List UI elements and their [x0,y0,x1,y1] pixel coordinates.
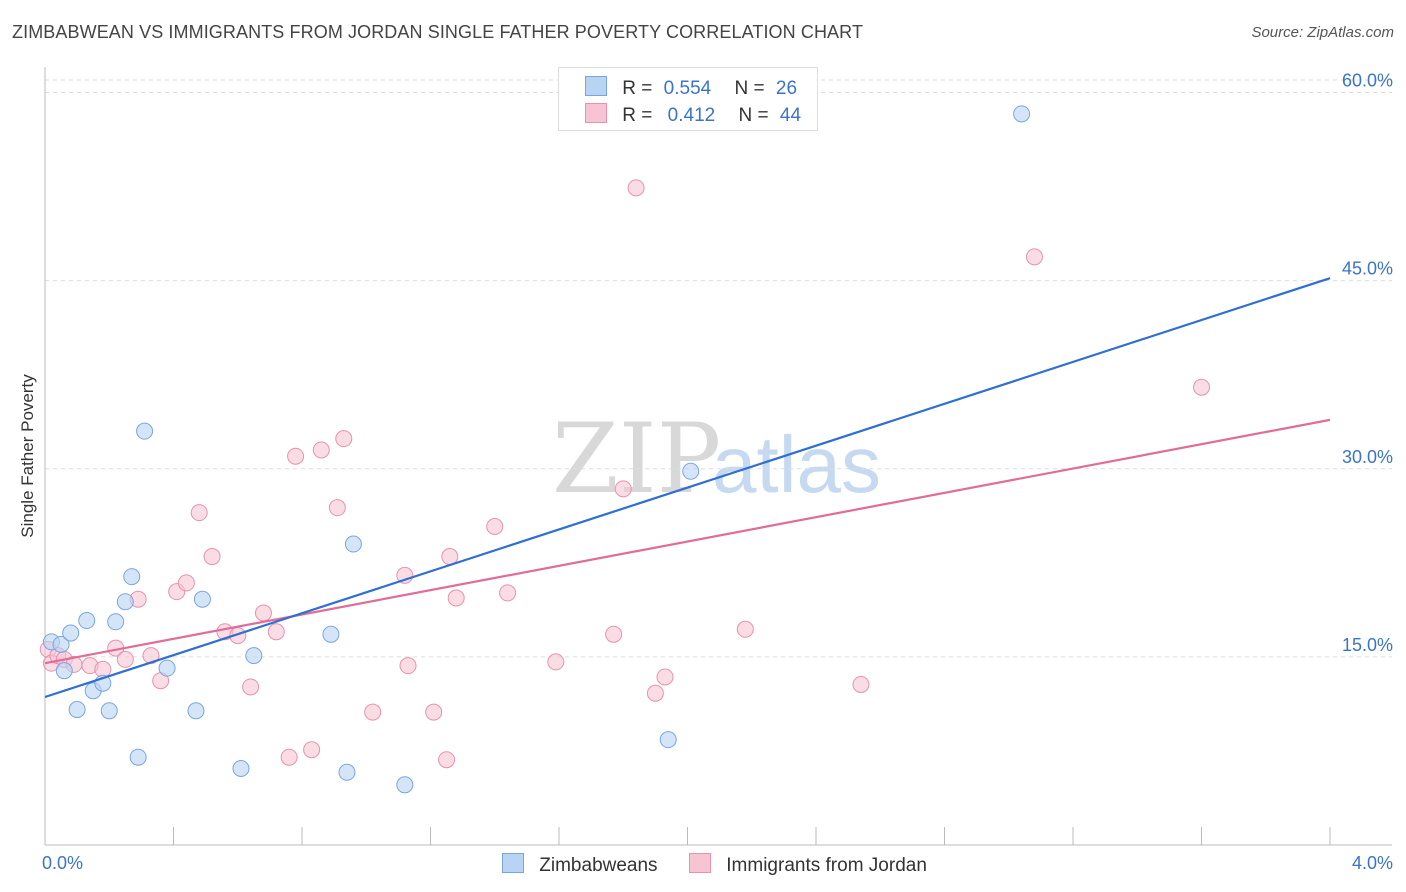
point-jordan [447,589,465,607]
point-jordan [1025,248,1043,266]
point-jordan [614,480,632,498]
point-jordan [425,703,443,721]
legend-r-value: 0.412 [667,105,716,126]
point-jordan [547,653,565,671]
x-tick-label: 4.0% [1352,853,1393,873]
point-jordan [203,548,221,566]
point-zimbabweans [52,635,70,653]
point-jordan [438,751,456,769]
point-jordan [280,748,298,766]
point-zimbabweans [232,760,250,777]
point-jordan [177,574,195,592]
point-jordan [242,678,260,696]
point-jordan [605,625,623,643]
point-jordan [399,657,417,675]
bottom-legend-label: Immigrants from Jordan [726,855,927,876]
trend-line-jordan [44,418,1331,665]
point-jordan [254,604,272,622]
point-jordan [627,179,645,197]
y-tick-label: 15.0% [1342,635,1393,655]
point-zimbabweans [344,535,362,553]
legend-r-label: R = [622,78,653,99]
bottom-legend-zimbabweans: Zimbabweans [502,853,658,877]
point-zimbabweans [245,647,263,665]
point-zimbabweans [682,462,700,480]
point-jordan [499,584,517,602]
trend-lines [44,277,1331,699]
point-jordan [852,675,870,693]
point-zimbabweans [338,763,356,781]
point-zimbabweans [78,612,96,630]
trend-line-zimbabweans [44,277,1331,699]
point-zimbabweans [1013,105,1031,123]
point-jordan [364,703,382,721]
point-zimbabweans [123,568,141,586]
point-jordan [335,430,353,448]
chart-title: ZIMBABWEAN VS IMMIGRANTS FROM JORDAN SIN… [12,22,864,42]
point-jordan [116,650,134,668]
watermark-zip: ZIP [552,403,721,515]
point-zimbabweans [322,625,340,643]
point-zimbabweans [100,702,118,720]
y-tick-label: 60.0% [1342,71,1393,91]
point-jordan [1193,378,1210,396]
point-jordan [646,684,664,702]
point-zimbabweans [193,590,211,608]
legend-r-label: R = [622,105,653,126]
bottom-legend-jordan: Immigrants from Jordan [689,853,927,877]
legend-n-value: 44 [779,105,802,126]
point-jordan [312,441,330,459]
point-zimbabweans [68,701,86,719]
source-credit: Source: ZipAtlas.com [1251,24,1394,41]
gridlines [45,79,1392,658]
x-tick-label: 0.0% [42,853,83,873]
bottom-legend-swatch-pink [689,853,711,873]
tick-labels: 15.0% 30.0% 45.0% 60.0% 0.0% 4.0% [42,71,1393,873]
bottom-legend-label: Zimbabweans [539,855,658,876]
y-tick-label: 30.0% [1342,447,1393,467]
y-tick-label: 45.0% [1342,259,1393,279]
legend-row-jordan: R = 0.412 N = 44 [585,103,801,127]
point-zimbabweans [107,613,125,631]
point-zimbabweans [659,731,677,749]
point-jordan [303,741,321,759]
legend-swatch-pink [585,103,607,123]
point-jordan [736,620,754,638]
point-jordan [190,504,208,522]
point-jordan [486,517,504,535]
point-zimbabweans [187,702,205,720]
legend-swatch-blue [585,76,607,96]
point-zimbabweans [158,659,176,677]
bottom-legend-swatch-blue [502,853,524,873]
legend: R = 0.554 N = 26 R = 0.412 N = 44 [558,67,818,131]
point-jordan [287,447,305,465]
legend-r-value: 0.554 [663,78,712,99]
point-zimbabweans [62,624,80,642]
legend-n-label: N = [738,105,769,126]
point-zimbabweans [396,776,414,794]
point-zimbabweans [55,662,73,680]
point-jordan [656,668,674,686]
point-jordan [142,647,160,665]
watermark: ZIP atlas [552,403,881,515]
axes [44,67,1392,846]
data-points [39,105,1210,794]
point-jordan [328,499,346,517]
legend-n-value: 26 [775,78,798,99]
point-jordan [267,623,285,641]
legend-row-zimbabweans: R = 0.554 N = 26 [585,76,797,100]
legend-n-label: N = [734,78,765,99]
point-zimbabweans [136,422,154,440]
point-zimbabweans [116,593,134,611]
point-zimbabweans [129,748,147,766]
